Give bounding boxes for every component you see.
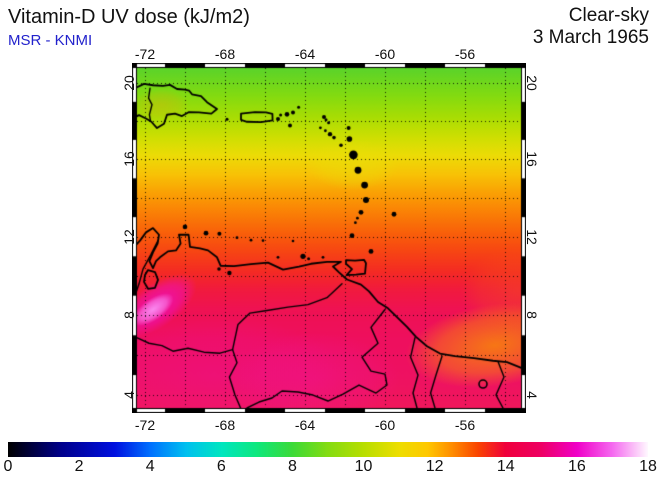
colorbar-tick-label: 6 (216, 458, 226, 475)
uv-dose-map-canvas (132, 63, 526, 413)
lat-tick-label: 4 (524, 391, 540, 399)
lon-tick-label: -72 (134, 417, 156, 433)
colorbar (8, 442, 648, 457)
lon-tick-label: -56 (454, 46, 476, 62)
lat-tick-label: 16 (121, 151, 137, 167)
lat-tick-label: 20 (121, 75, 137, 91)
lon-tick-label: -56 (454, 417, 476, 433)
lat-tick-label: 16 (524, 151, 540, 167)
lon-tick-label: -68 (214, 417, 236, 433)
colorbar-tick-label: 10 (354, 458, 373, 475)
lat-tick-label: 8 (524, 311, 540, 320)
lon-tick-label: -60 (374, 46, 396, 62)
lon-tick-label: -72 (134, 46, 156, 62)
colorbar-tick-label: 16 (567, 458, 586, 475)
condition-label: Clear-sky (568, 5, 649, 26)
date-label: 3 March 1965 (532, 27, 649, 48)
lat-tick-label: 12 (524, 228, 540, 245)
colorbar-tick-label: 0 (3, 458, 13, 475)
page-title: Vitamin-D UV dose (kJ/m2) (8, 6, 250, 28)
colorbar-tick-label: 4 (145, 458, 155, 475)
map-plot-area (132, 63, 526, 413)
colorbar-tick-label: 2 (74, 458, 84, 475)
lat-tick-label: 12 (121, 228, 137, 245)
lon-tick-label: -64 (294, 46, 316, 62)
lat-tick-label: 4 (121, 391, 137, 399)
lon-tick-label: -64 (294, 417, 316, 433)
colorbar-tick-label: 14 (496, 458, 515, 475)
lon-tick-label: -60 (374, 417, 396, 433)
lat-tick-label: 8 (121, 311, 137, 320)
lat-tick-label: 20 (524, 75, 540, 91)
lon-tick-label: -68 (214, 46, 236, 62)
colorbar-tick-label: 18 (639, 458, 657, 475)
colorbar-tick-label: 8 (287, 458, 297, 475)
colorbar-tick-label: 12 (425, 458, 444, 475)
source-label: MSR - KNMI (8, 32, 93, 49)
